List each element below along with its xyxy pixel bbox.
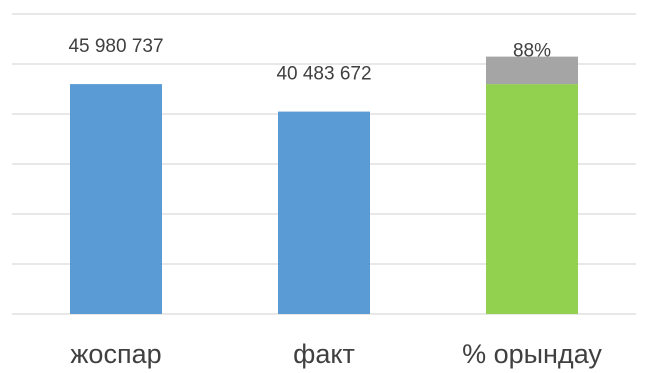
value-label: 45 980 737 xyxy=(68,36,163,57)
bar xyxy=(70,84,162,314)
value-label: 40 483 672 xyxy=(276,64,371,85)
x-tick-label: факт xyxy=(293,339,355,369)
bar xyxy=(486,84,578,314)
bar xyxy=(486,56,578,85)
bar xyxy=(278,111,370,315)
annotation: 88% xyxy=(513,41,551,62)
x-tick-label: % орындау xyxy=(462,339,602,369)
x-tick-label: жоспар xyxy=(70,339,161,369)
